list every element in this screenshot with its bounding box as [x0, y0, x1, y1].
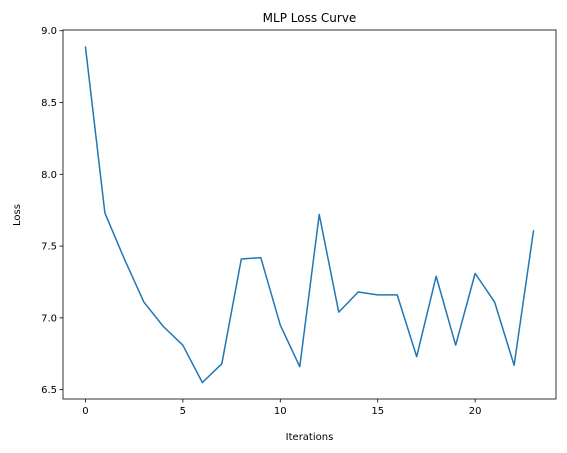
x-tick-label: 10	[274, 406, 287, 417]
y-tick-label: 8.0	[41, 170, 57, 181]
x-axis-label: Iterations	[286, 432, 334, 443]
x-axis: 0 5 10 15 20	[82, 399, 481, 417]
y-tick-label: 8.5	[41, 98, 57, 109]
loss-series-line	[84, 46, 535, 384]
x-tick-label: 20	[469, 406, 482, 417]
y-tick-label: 7.5	[41, 242, 57, 253]
chart-title: MLP Loss Curve	[263, 11, 357, 25]
x-tick-label: 0	[82, 406, 88, 417]
x-tick-label: 15	[371, 406, 384, 417]
x-tick-label: 5	[180, 406, 186, 417]
series-layer	[84, 46, 535, 384]
y-axis: 6.5 7.0 7.5 8.0 8.5 9.0	[41, 26, 63, 396]
axes-frame	[62, 29, 557, 400]
y-tick-label: 6.5	[41, 385, 57, 396]
y-axis-label: Loss	[12, 204, 23, 226]
y-tick-label: 7.0	[41, 313, 57, 324]
y-tick-label: 9.0	[41, 26, 57, 37]
